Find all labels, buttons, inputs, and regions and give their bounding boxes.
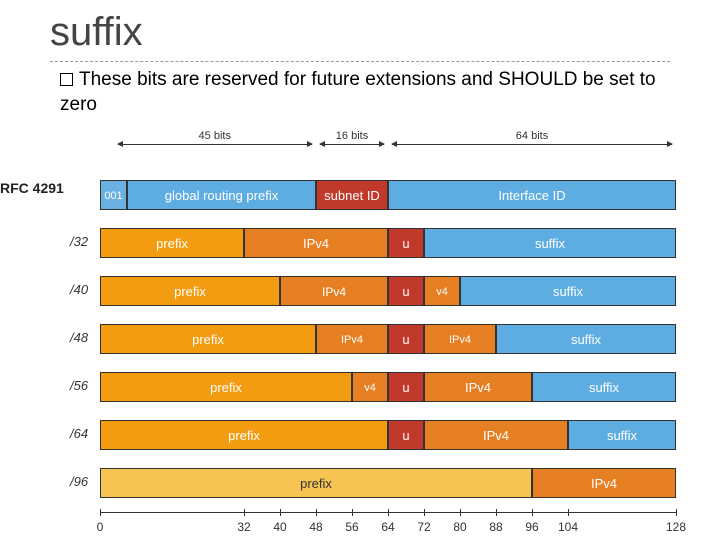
tick-label: 0 [86,520,114,534]
header-seg: global routing prefix [127,180,316,210]
segment: IPv4 [424,324,496,354]
segment: IPv4 [280,276,388,306]
prefix-row: /56 prefixv4uIPv4suffix [0,368,720,404]
row-label: /96 [70,474,88,489]
segment: prefix [100,324,316,354]
body-span: These bits are reserved for future exten… [60,69,656,115]
prefix-row: /96 prefixIPv4 [0,464,720,500]
tick [388,509,389,516]
segment: prefix [100,276,280,306]
bullet-icon [60,73,73,86]
segment: IPv4 [424,420,568,450]
prefix-row: /64 prefixuIPv4suffix [0,416,720,452]
tick-label: 32 [230,520,258,534]
tick [100,509,101,516]
segment: v4 [352,372,388,402]
segment: v4 [424,276,460,306]
tick [496,509,497,516]
tick [568,509,569,516]
segment: suffix [460,276,676,306]
tick [676,509,677,516]
row-label: /48 [70,330,88,345]
row-label: /40 [70,282,88,297]
dim-label: 64 bits [502,130,562,142]
header-seg: Interface ID [388,180,676,210]
segment: suffix [424,228,676,258]
dimension-row: 45 bits 16 bits 64 bits [0,130,720,176]
dim-arrow [320,144,384,145]
tick [352,509,353,516]
tick [316,509,317,516]
dim-label: 16 bits [322,130,382,142]
segment: prefix [100,228,244,258]
tick-label: 104 [554,520,582,534]
header-seg: subnet ID [316,180,388,210]
tick [244,509,245,516]
tick-label: 48 [302,520,330,534]
segment: u [388,372,424,402]
prefix-row: /40 prefixIPv4uv4suffix [0,272,720,308]
segment: IPv4 [532,468,676,498]
segment: suffix [532,372,676,402]
segment: u [388,228,424,258]
axis: 0 32 40 48 56 64 72 80 88 96 104 128 [0,512,720,540]
segment: u [388,276,424,306]
segment: suffix [496,324,676,354]
row-label: /56 [70,378,88,393]
tick-label: 96 [518,520,546,534]
segment: prefix [100,468,532,498]
segment: u [388,324,424,354]
tick [532,509,533,516]
tick-label: 80 [446,520,474,534]
dim-arrow [392,144,672,145]
tick-label: 88 [482,520,510,534]
tick [424,509,425,516]
tick-label: 40 [266,520,294,534]
tick-label: 56 [338,520,366,534]
row-label: /32 [70,234,88,249]
segment: suffix [568,420,676,450]
divider [50,61,670,62]
chart: RFC 4291 45 bits16 bits64 bits001global … [0,130,720,540]
slide-title: suffix [0,0,720,61]
tick-label: 128 [662,520,690,534]
header-row: 001global routing prefixsubnet IDInterfa… [0,176,720,212]
prefix-row: /32 prefixIPv4usuffix [0,224,720,260]
segment: IPv4 [316,324,388,354]
prefix-row: /48prefixIPv4uIPv4suffix [0,320,720,356]
segment: prefix [100,420,388,450]
dim-label: 45 bits [185,130,245,142]
header-seg: 001 [100,180,127,210]
segment: IPv4 [424,372,532,402]
body-text: These bits are reserved for future exten… [0,68,720,117]
segment: u [388,420,424,450]
tick-label: 72 [410,520,438,534]
row-label: /64 [70,426,88,441]
tick-label: 64 [374,520,402,534]
segment: IPv4 [244,228,388,258]
tick [460,509,461,516]
segment: prefix [100,372,352,402]
dim-arrow [118,144,313,145]
tick [280,509,281,516]
